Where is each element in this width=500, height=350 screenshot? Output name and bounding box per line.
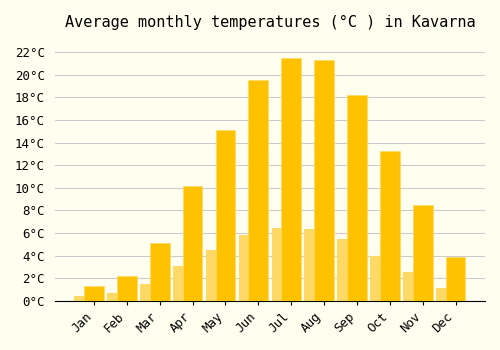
Bar [140, 284, 160, 301]
Bar [238, 235, 258, 301]
Bar [206, 250, 226, 301]
Bar [150, 243, 170, 301]
Bar [282, 58, 301, 301]
Bar [403, 272, 422, 301]
Bar [337, 239, 357, 301]
Bar [436, 288, 456, 301]
Bar [173, 266, 193, 301]
Bar [117, 276, 136, 301]
Bar [183, 186, 203, 301]
Bar [446, 257, 466, 301]
Bar [84, 286, 104, 301]
Bar [314, 60, 334, 301]
Bar [370, 256, 390, 301]
Bar [347, 95, 367, 301]
Bar [380, 150, 400, 301]
Bar [304, 229, 324, 301]
Bar [248, 80, 268, 301]
Bar [413, 205, 432, 301]
Bar [74, 296, 94, 301]
Bar [107, 293, 127, 301]
Bar [216, 130, 236, 301]
Bar [272, 228, 291, 301]
Title: Average monthly temperatures (°C ) in Kavarna: Average monthly temperatures (°C ) in Ka… [64, 15, 475, 30]
